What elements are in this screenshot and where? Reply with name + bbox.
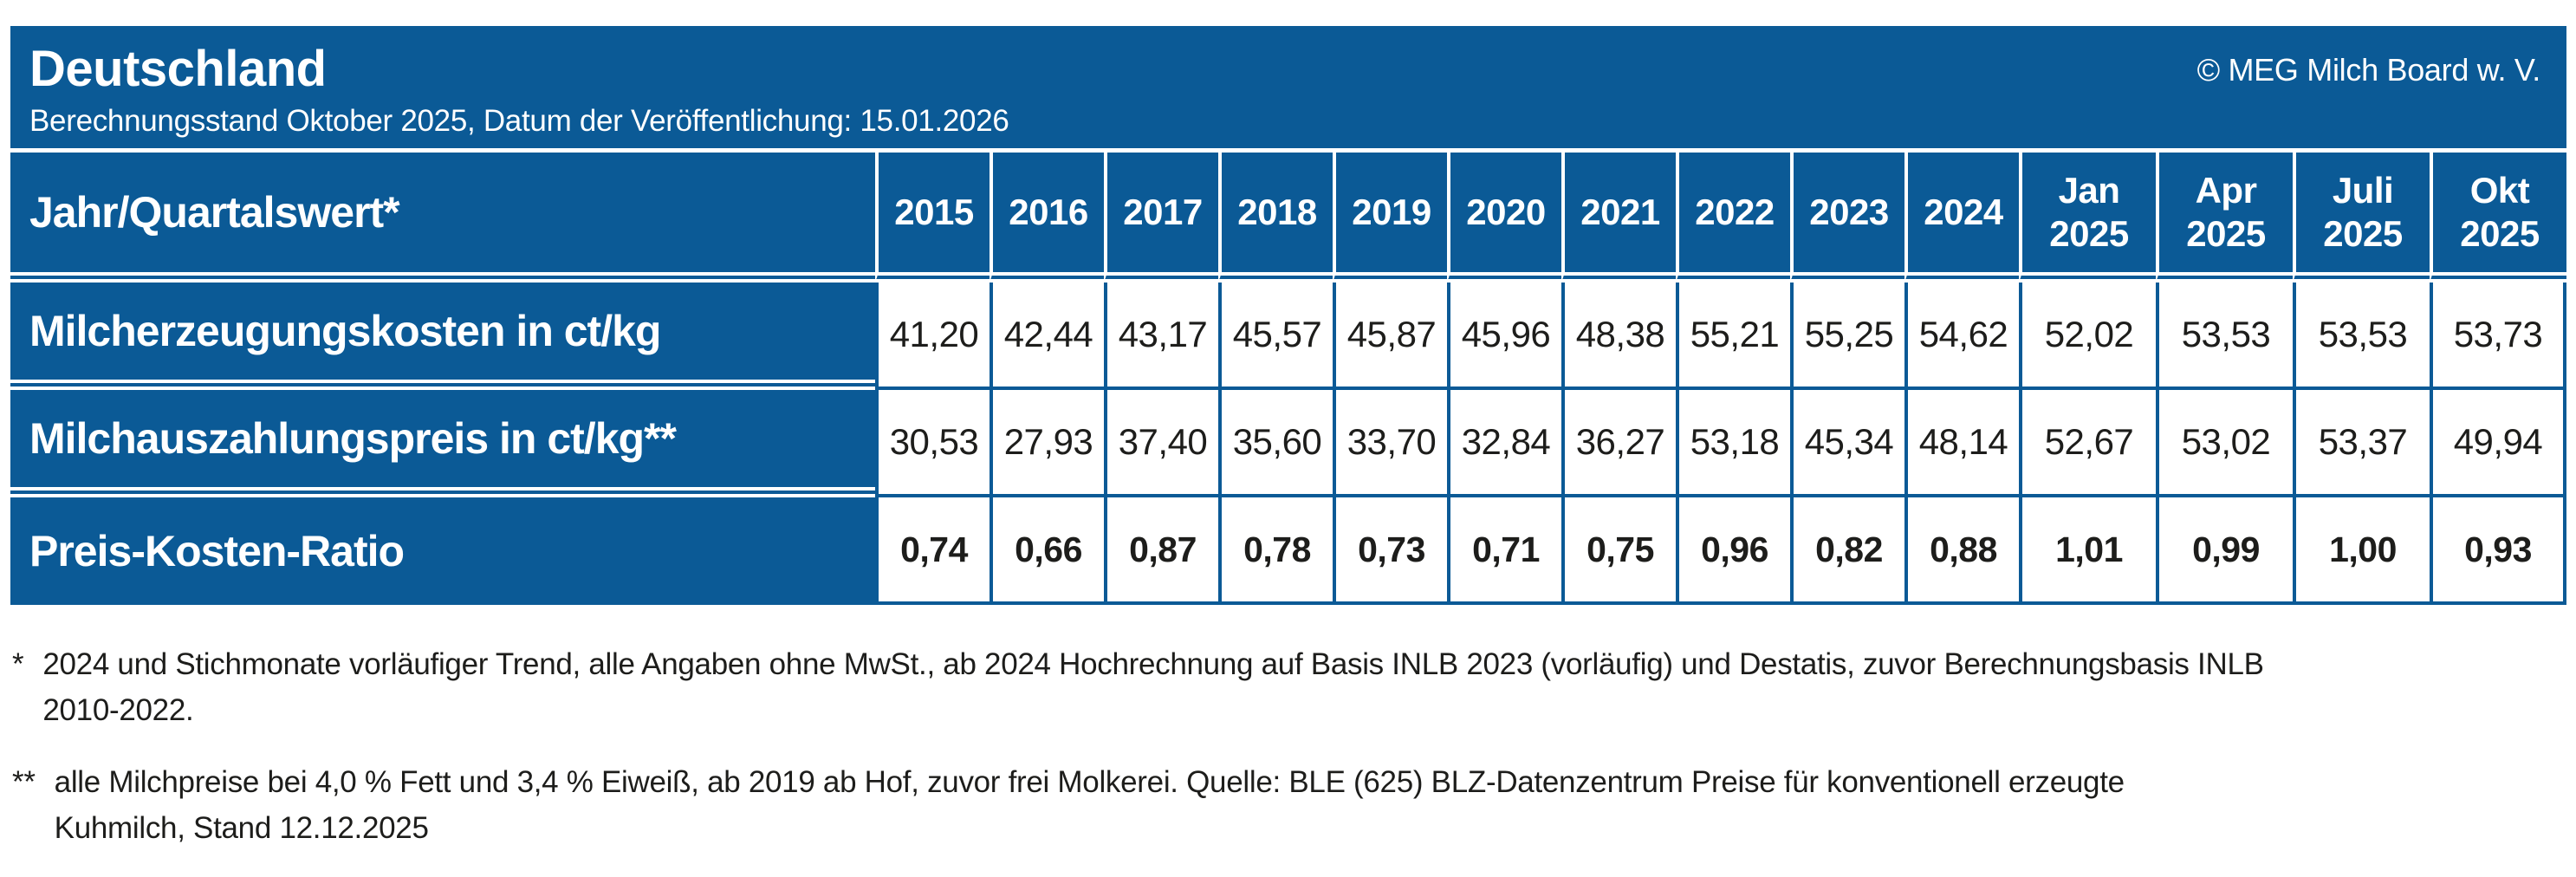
column-header-line: 2018 bbox=[1237, 192, 1317, 232]
footnote-line: 2010-2022. bbox=[42, 693, 194, 727]
row-label: Preis-Kosten-Ratio bbox=[29, 527, 405, 575]
column-header-line: Apr bbox=[2195, 170, 2257, 211]
value-cell: 0,71 bbox=[1447, 497, 1561, 605]
column-header-line: 2025 bbox=[2460, 213, 2540, 254]
value-cell: 36,27 bbox=[1561, 390, 1676, 497]
column-header-line: 2017 bbox=[1123, 192, 1203, 232]
value-cell: 0,75 bbox=[1561, 497, 1676, 605]
column-header: 2015 bbox=[875, 153, 990, 283]
value-cell: 48,14 bbox=[1904, 390, 2019, 497]
value-cell: 45,57 bbox=[1218, 283, 1333, 390]
value-cell: 1,01 bbox=[2019, 497, 2156, 605]
value-cell: 55,25 bbox=[1790, 283, 1904, 390]
column-header-line: 2015 bbox=[894, 192, 974, 232]
value-cell: 0,78 bbox=[1218, 497, 1333, 605]
column-header: 2024 bbox=[1904, 153, 2019, 283]
column-header-line: Juli bbox=[2332, 170, 2394, 211]
value-cell: 37,40 bbox=[1104, 390, 1218, 497]
value-cell: 30,53 bbox=[875, 390, 990, 497]
copyright-notice: © MEG Milch Board w. V. bbox=[2196, 52, 2541, 88]
column-header-line: 2019 bbox=[1352, 192, 1431, 232]
footnote-line: alle Milchpreise bei 4,0 % Fett und 3,4 … bbox=[54, 765, 2125, 799]
value-cell: 53,73 bbox=[2430, 283, 2566, 390]
value-cell: 53,53 bbox=[2293, 283, 2430, 390]
value-cell: 45,96 bbox=[1447, 283, 1561, 390]
column-header: Juli 2025 bbox=[2293, 153, 2430, 283]
value-cell: 27,93 bbox=[990, 390, 1104, 497]
value-cell: 0,73 bbox=[1333, 497, 1447, 605]
column-header-line: Okt bbox=[2469, 170, 2530, 211]
column-header: Jan 2025 bbox=[2019, 153, 2156, 283]
footnote-marker: * bbox=[12, 647, 24, 681]
footnote-text: 2024 und Stichmonate vorläufiger Trend, … bbox=[42, 641, 2564, 733]
column-header-line: 2022 bbox=[1695, 192, 1775, 232]
value-cell: 0,96 bbox=[1676, 497, 1790, 605]
column-header: 2019 bbox=[1333, 153, 1447, 283]
footnote: * 2024 und Stichmonate vorläufiger Trend,… bbox=[12, 641, 2564, 733]
subtitle: Berechnungsstand Oktober 2025, Datum der… bbox=[29, 104, 1009, 138]
value-cell: 53,02 bbox=[2156, 390, 2293, 497]
footnote-line: Kuhmilch, Stand 12.12.2025 bbox=[54, 811, 429, 845]
corner-header-cell: Jahr/Quartalswert* bbox=[10, 153, 875, 283]
column-header: 2023 bbox=[1790, 153, 1904, 283]
row-label: Milchauszahlungspreis in ct/kg** bbox=[10, 390, 875, 497]
column-header-line: 2025 bbox=[2049, 213, 2129, 254]
value-cell: 45,34 bbox=[1790, 390, 1904, 497]
value-cell: 45,87 bbox=[1333, 283, 1447, 390]
footnotes: * 2024 und Stichmonate vorläufiger Trend,… bbox=[12, 641, 2564, 877]
column-header-line: 2020 bbox=[1466, 192, 1546, 232]
value-cell: 0,88 bbox=[1904, 497, 2019, 605]
value-cell: 53,53 bbox=[2156, 283, 2293, 390]
value-cell: 43,17 bbox=[1104, 283, 1218, 390]
column-header: 2021 bbox=[1561, 153, 1676, 283]
value-cell: 53,18 bbox=[1676, 390, 1790, 497]
value-cell: 41,20 bbox=[875, 283, 990, 390]
report-panel: Deutschland Berechnungsstand Oktober 202… bbox=[10, 26, 2566, 605]
column-header-line: 2025 bbox=[2323, 213, 2403, 254]
value-cell: 54,62 bbox=[1904, 283, 2019, 390]
value-cell: 49,94 bbox=[2430, 390, 2566, 497]
value-cell: 0,87 bbox=[1104, 497, 1218, 605]
value-cell: 48,38 bbox=[1561, 283, 1676, 390]
column-header: 2018 bbox=[1218, 153, 1333, 283]
value-cell: 0,66 bbox=[990, 497, 1104, 605]
column-header: 2020 bbox=[1447, 153, 1561, 283]
footnote: ** alle Milchpreise bei 4,0 % Fett und 3,… bbox=[12, 759, 2564, 851]
footnote-marker: ** bbox=[12, 765, 36, 799]
value-cell: 53,37 bbox=[2293, 390, 2430, 497]
column-header-line: 2025 bbox=[2186, 213, 2266, 254]
value-cell: 0,74 bbox=[875, 497, 990, 605]
column-header-line: 2023 bbox=[1809, 192, 1889, 232]
value-cell: 1,00 bbox=[2293, 497, 2430, 605]
column-header-line: 2024 bbox=[1924, 192, 2003, 232]
value-cell: 0,82 bbox=[1790, 497, 1904, 605]
column-header-line: Jan bbox=[2058, 170, 2120, 211]
value-cell: 52,02 bbox=[2019, 283, 2156, 390]
title-band: Deutschland Berechnungsstand Oktober 202… bbox=[10, 26, 2566, 153]
footnote-text: alle Milchpreise bei 4,0 % Fett und 3,4 … bbox=[55, 759, 2564, 851]
value-cell: 42,44 bbox=[990, 283, 1104, 390]
column-header-line: 2016 bbox=[1009, 192, 1088, 232]
data-table: Jahr/Quartalswert* 2015 2016 2017 2018 2019 20… bbox=[10, 153, 2566, 605]
row-label: Milcherzeugungskosten in ct/kg bbox=[10, 283, 875, 390]
column-header: Apr 2025 bbox=[2156, 153, 2293, 283]
column-header: 2017 bbox=[1104, 153, 1218, 283]
column-header: 2022 bbox=[1676, 153, 1790, 283]
page-title: Deutschland bbox=[29, 41, 327, 97]
value-cell: 55,21 bbox=[1676, 283, 1790, 390]
value-cell: 35,60 bbox=[1218, 390, 1333, 497]
column-header-line: 2021 bbox=[1580, 192, 1660, 232]
value-cell: 52,67 bbox=[2019, 390, 2156, 497]
footnote-line: 2024 und Stichmonate vorläufiger Trend, … bbox=[42, 647, 2264, 681]
value-cell: 0,99 bbox=[2156, 497, 2293, 605]
column-header: Okt 2025 bbox=[2430, 153, 2566, 283]
value-cell: 33,70 bbox=[1333, 390, 1447, 497]
value-cell: 0,93 bbox=[2430, 497, 2566, 605]
column-header: 2016 bbox=[990, 153, 1104, 283]
value-cell: 32,84 bbox=[1447, 390, 1561, 497]
